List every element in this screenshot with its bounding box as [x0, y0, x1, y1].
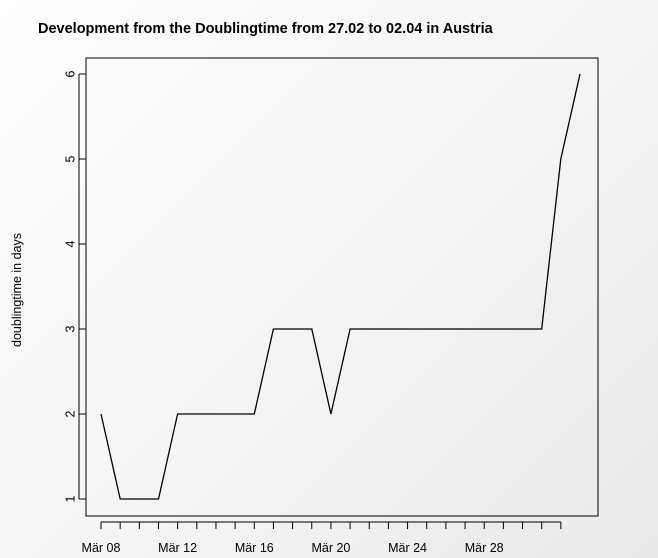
y-tick-label: 1 — [63, 495, 77, 502]
y-tick-label: 5 — [63, 155, 77, 162]
y-tick-label: 6 — [63, 70, 77, 77]
y-tick-label: 3 — [63, 325, 77, 332]
x-axis: Mär 08 Mär 12 Mär 16 Mär 20 Mär 24 Mär 28 — [82, 521, 562, 555]
y-tick-label: 4 — [63, 240, 77, 247]
x-tick-label: Mär 08 — [82, 541, 121, 555]
y-axis: 1 2 3 4 5 6 — [63, 70, 86, 502]
x-tick-label: Mär 16 — [235, 541, 274, 555]
x-tick-label: Mär 12 — [158, 541, 197, 555]
x-tick-label: Mär 20 — [311, 541, 350, 555]
series-line — [100, 73, 581, 500]
x-tick-label: Mär 24 — [388, 541, 427, 555]
plot-box — [85, 57, 599, 517]
y-tick-label: 2 — [63, 410, 77, 417]
series-layer — [100, 73, 581, 500]
chart-title: Development from the Doublingtime from 2… — [38, 21, 494, 37]
y-axis-label: doublingtime in days — [10, 233, 24, 347]
x-tick-label: Mär 28 — [465, 541, 504, 555]
